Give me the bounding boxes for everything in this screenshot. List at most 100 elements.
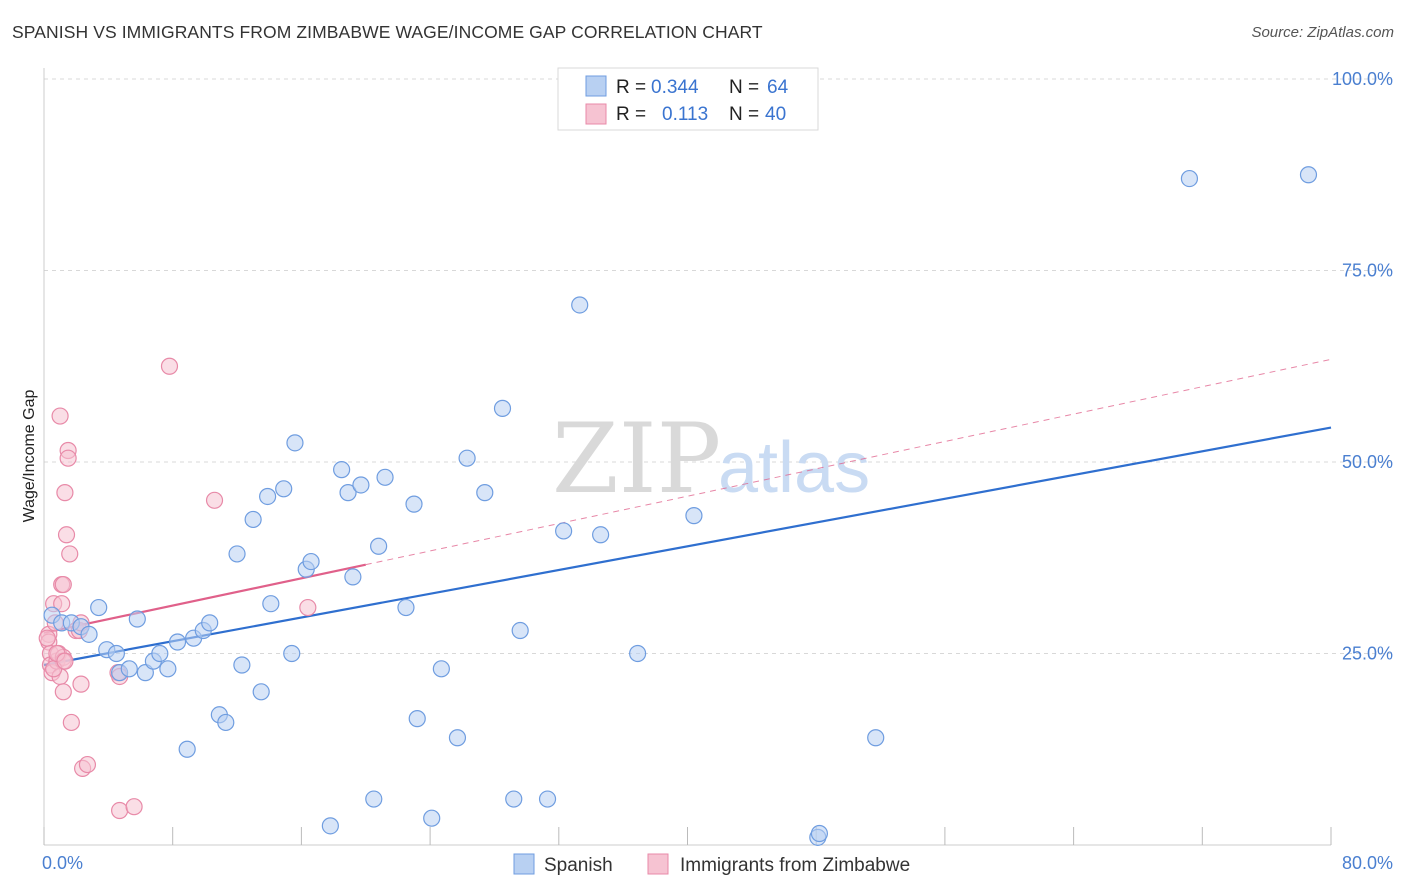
data-point-spanish [867, 729, 885, 747]
watermark: ZIP atlas [552, 403, 870, 515]
data-point-spanish [252, 683, 270, 701]
data-point-zimbabwe [160, 357, 179, 375]
y-tick-label: 50.0% [1342, 452, 1393, 472]
data-point-spanish [90, 598, 108, 617]
data-point-spanish [344, 568, 362, 586]
ticks-layer: 25.0% 50.0% 75.0% 100.0% 0.0% 80.0% [42, 69, 1393, 873]
data-point-spanish [283, 644, 301, 663]
data-point-spanish [178, 740, 196, 758]
bottom-legend-label-spanish: Spanish [544, 855, 613, 876]
data-point-zimbabwe [62, 713, 80, 732]
legend-swatch-zimbabwe [585, 103, 607, 125]
data-point-spanish [352, 476, 370, 494]
data-point-spanish [302, 552, 320, 571]
chart-title: SPANISH VS IMMIGRANTS FROM ZIMBABWE WAGE… [12, 22, 763, 42]
legend-r-value-zimbabwe: 0.113 [662, 104, 708, 125]
data-point-spanish [1180, 169, 1199, 188]
data-point-zimbabwe [205, 491, 224, 509]
watermark-zip: ZIP [552, 403, 721, 515]
data-point-zimbabwe [125, 798, 143, 816]
bottom-legend-label-zimbabwe: Immigrants from Zimbabwe [680, 855, 910, 876]
data-point-spanish [405, 495, 423, 513]
data-point-spanish [259, 487, 277, 506]
data-point-spanish [159, 660, 177, 678]
data-point-zimbabwe [111, 801, 129, 820]
data-point-spanish [571, 296, 589, 314]
data-point-spanish [339, 484, 357, 502]
data-point-spanish [370, 537, 388, 555]
trend-layer [43, 358, 1332, 667]
x-tick-label: 80.0% [1342, 853, 1393, 873]
data-point-spanish [448, 729, 467, 747]
data-point-spanish [423, 809, 441, 827]
data-point-zimbabwe [53, 595, 71, 613]
legend-n-value-zimbabwe: 40 [765, 104, 786, 125]
data-point-spanish [80, 625, 98, 643]
data-point-spanish [228, 545, 246, 563]
trend-line-zimbabwe [43, 563, 366, 634]
data-point-spanish [321, 817, 339, 835]
data-point-spanish [128, 610, 146, 628]
data-point-spanish [217, 713, 235, 732]
y-tick-label: 75.0% [1342, 261, 1393, 281]
legend-swatch-spanish [585, 75, 607, 97]
data-point-spanish [493, 399, 512, 417]
data-point-spanish [397, 598, 415, 617]
data-point-spanish [262, 595, 280, 613]
legend-r-value-spanish: 0.344 [651, 77, 699, 98]
data-point-spanish [244, 510, 262, 529]
data-point-spanish [233, 656, 251, 674]
data-point-spanish [151, 644, 169, 663]
bottom-legend: Spanish Immigrants from Zimbabwe [513, 853, 910, 876]
data-point-zimbabwe [51, 407, 69, 425]
data-point-spanish [286, 434, 304, 452]
data-point-zimbabwe [56, 484, 74, 502]
data-point-spanish [376, 468, 394, 486]
legend-r-label-spanish: R = [616, 77, 646, 98]
data-point-spanish [120, 660, 138, 678]
data-point-spanish [476, 484, 494, 502]
data-point-zimbabwe [299, 598, 317, 617]
data-point-spanish [458, 449, 476, 467]
top-legend: R = 0.344 N = 64 R = 0.113 N = 40 [557, 67, 819, 131]
axes-layer [43, 68, 1332, 846]
data-point-zimbabwe [57, 526, 76, 544]
data-point-spanish [1299, 166, 1318, 184]
trend-line-spanish [43, 426, 1332, 667]
x-tick-label: 0.0% [42, 853, 83, 873]
data-point-spanish [505, 790, 523, 808]
data-point-spanish [365, 790, 383, 808]
legend-n-label-zimbabwe: N = [729, 104, 759, 125]
legend-r-label-zimbabwe: R = [616, 104, 646, 125]
data-point-zimbabwe [38, 629, 56, 647]
chart-source: Source: ZipAtlas.com [1251, 24, 1394, 41]
data-point-spanish [333, 461, 351, 479]
data-point-zimbabwe [59, 449, 77, 467]
data-point-spanish [555, 522, 573, 540]
data-point-spanish [511, 621, 529, 640]
data-point-spanish [592, 526, 610, 544]
y-tick-label: 100.0% [1332, 69, 1393, 89]
data-point-spanish [538, 790, 557, 808]
legend-n-value-spanish: 64 [767, 77, 789, 98]
data-point-zimbabwe [54, 575, 72, 594]
data-point-spanish [408, 710, 426, 728]
data-point-spanish [168, 633, 187, 651]
data-point-spanish [810, 824, 829, 843]
bottom-legend-swatch-spanish [513, 853, 535, 875]
y-tick-label: 25.0% [1342, 644, 1393, 664]
data-point-zimbabwe [72, 675, 90, 693]
y-axis-label: Wage/Income Gap [21, 390, 38, 523]
points-layer [38, 166, 1318, 846]
data-point-spanish [201, 614, 219, 632]
data-point-zimbabwe [78, 755, 97, 774]
data-point-spanish [107, 644, 125, 663]
data-point-spanish [432, 660, 450, 678]
legend-n-label-spanish: N = [729, 77, 759, 98]
data-point-zimbabwe [54, 683, 72, 701]
data-point-spanish [685, 507, 703, 525]
data-point-zimbabwe [61, 545, 79, 563]
bottom-legend-swatch-zimbabwe [647, 853, 669, 875]
data-point-spanish [629, 644, 647, 663]
